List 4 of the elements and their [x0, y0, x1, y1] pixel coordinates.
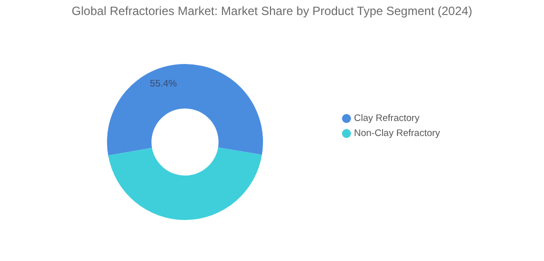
legend-label: Clay Refractory: [354, 113, 420, 124]
chart-title: Global Refractories Market: Market Share by Product Type Segment (2024): [70, 3, 474, 20]
data-label: 55.4%: [150, 78, 178, 90]
legend-label: Non-Clay Refractory: [354, 128, 440, 139]
